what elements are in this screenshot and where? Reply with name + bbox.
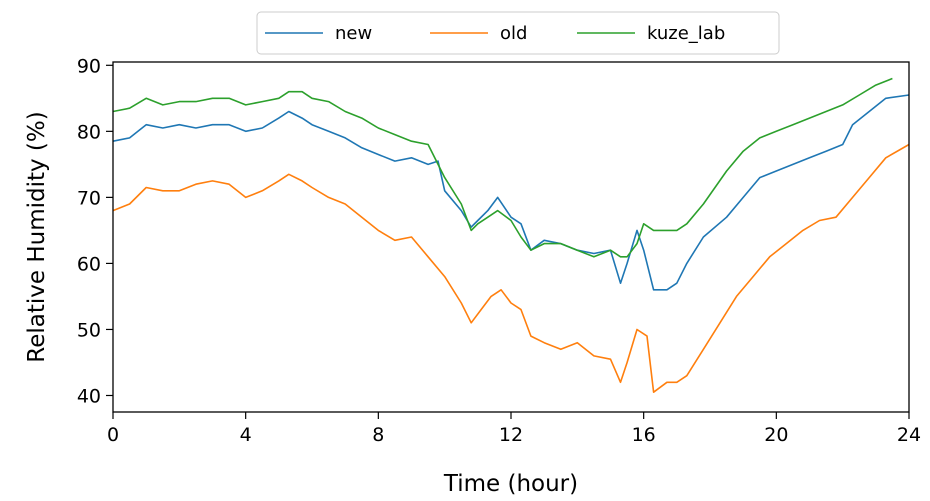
legend-label-new: new (335, 23, 372, 44)
legend-label-kuze-lab: kuze_lab (647, 23, 725, 44)
y-tick-label: 70 (77, 187, 101, 209)
y-axis: 40 50 60 70 80 90 (77, 55, 113, 407)
y-tick-label: 80 (77, 121, 101, 143)
x-tick-label: 16 (632, 424, 656, 446)
series-line-kuze-lab (112, 77, 893, 258)
x-tick-label: 4 (240, 424, 252, 446)
y-tick-label: 40 (77, 385, 101, 407)
legend: new old kuze_lab (256, 11, 780, 55)
x-tick-label: 24 (897, 424, 921, 446)
y-tick-label: 90 (77, 55, 101, 77)
legend-box (256, 11, 780, 55)
y-tick-label: 50 (77, 319, 101, 341)
x-tick-label: 20 (764, 424, 788, 446)
x-tick-label: 8 (372, 424, 384, 446)
plot-frame (112, 61, 910, 413)
plot-lines (112, 77, 910, 393)
series-line-new (112, 94, 910, 291)
x-tick-label: 12 (499, 424, 523, 446)
x-axis: 0 4 8 12 16 20 24 (107, 412, 921, 446)
legend-label-old: old (500, 23, 527, 44)
y-axis-label: Relative Humidity (%) (24, 111, 50, 362)
y-tick-label: 60 (77, 253, 101, 275)
x-tick-label: 0 (107, 424, 119, 446)
x-axis-label: Time (hour) (443, 471, 578, 497)
series-line-old (112, 143, 910, 393)
